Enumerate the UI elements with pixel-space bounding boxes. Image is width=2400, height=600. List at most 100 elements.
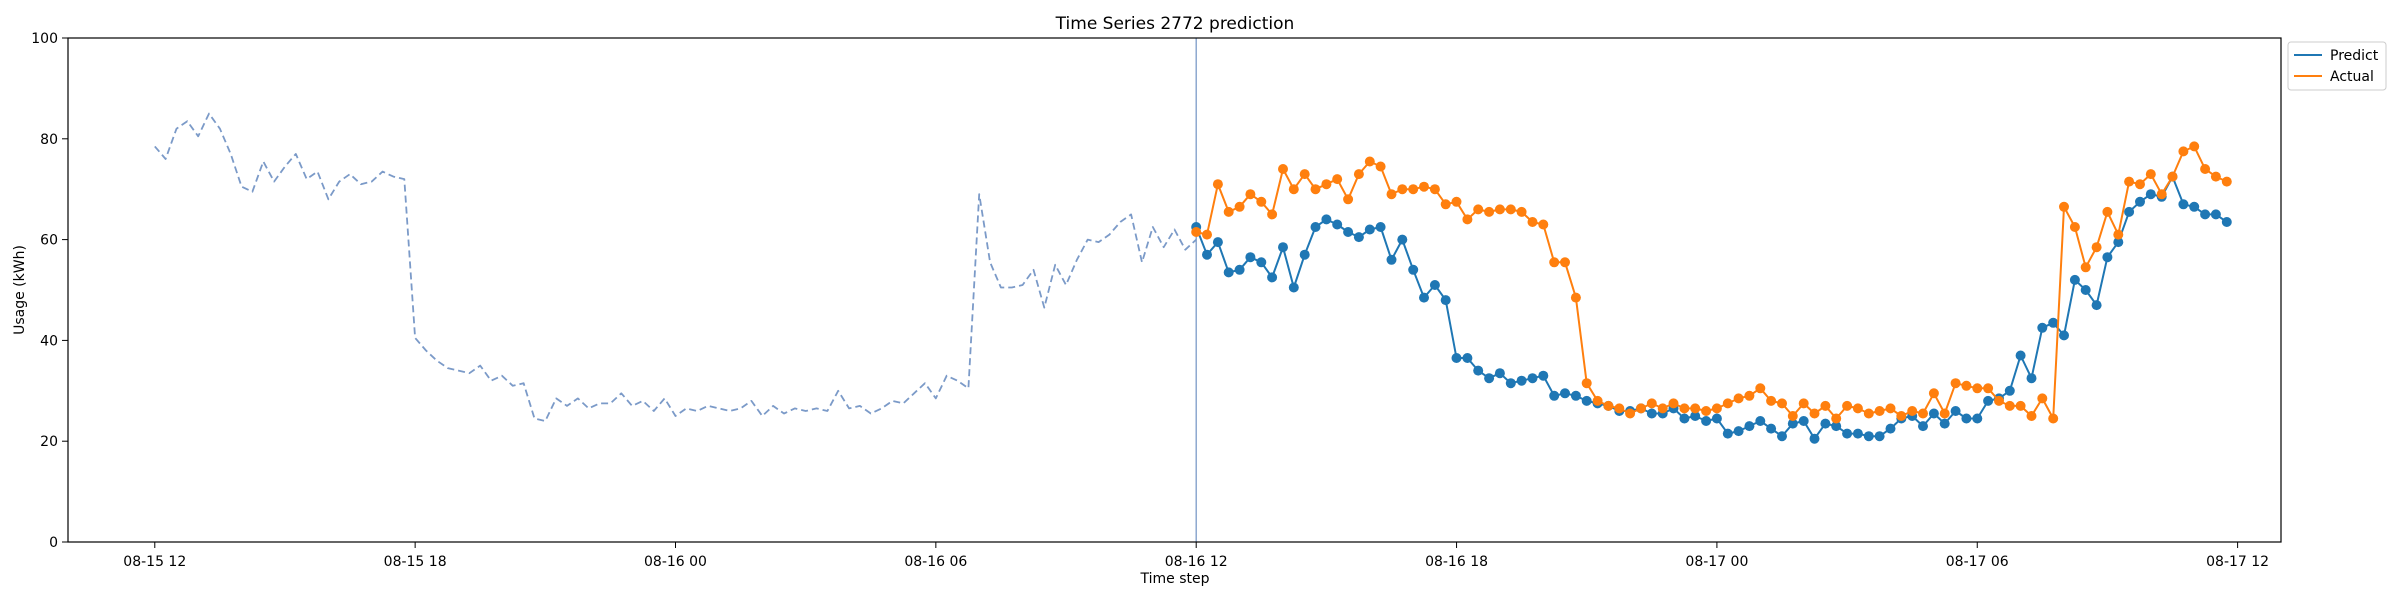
predict-point (1353, 232, 1364, 243)
actual-point (1657, 403, 1668, 414)
y-tick-label: 100 (31, 31, 58, 47)
predict-point (2037, 322, 2048, 333)
legend-predict-label: Predict (2330, 48, 2379, 64)
predict-point (1462, 353, 1473, 363)
actual-point (1386, 189, 1397, 200)
predict-point (2004, 385, 2015, 396)
actual-point (2221, 176, 2232, 187)
actual-point (2048, 413, 2059, 424)
predict-point (1852, 428, 1863, 439)
actual-point (2015, 400, 2026, 411)
actual-point (1961, 380, 1972, 391)
actual-point (1375, 161, 1386, 172)
predict-point (1722, 428, 1733, 439)
actual-point (1625, 408, 1636, 419)
predict-point (2145, 189, 2156, 200)
predict-point (1744, 421, 1755, 432)
actual-point (1451, 196, 1462, 207)
predict-point (2059, 330, 2069, 341)
actual-point (1343, 194, 1354, 205)
predict-point (1863, 431, 1874, 442)
predict-point (2124, 206, 2135, 217)
actual-point (2178, 146, 2189, 157)
actual-point (2124, 176, 2135, 187)
predict-point (1527, 373, 1538, 384)
actual-point (1332, 174, 1343, 185)
predict-point (1874, 431, 1885, 442)
predict-point (1646, 408, 1657, 419)
plot-area (154, 38, 2232, 542)
actual-point (1549, 257, 1560, 268)
actual-point (1809, 408, 1820, 419)
predict-point (1473, 365, 1484, 376)
actual-point (1733, 393, 1744, 404)
predict-point (2135, 196, 2145, 207)
actual-point (1212, 179, 1223, 190)
actual-point (1777, 398, 1787, 409)
predict-point (1408, 264, 1419, 275)
actual-point (1234, 201, 1245, 212)
predict-point (1831, 421, 1842, 432)
predict-point (1419, 292, 1429, 303)
predict-point (2210, 209, 2221, 220)
actual-point (1581, 378, 1592, 389)
actual-point (1429, 184, 1440, 195)
actual-point (1288, 184, 1299, 195)
predict-point (2200, 209, 2211, 220)
actual-point (1516, 206, 1527, 217)
actual-point (1364, 156, 1375, 167)
predict-point (2080, 285, 2091, 295)
predict-point (1581, 395, 1592, 406)
actual-point (1896, 411, 1907, 421)
predict-point (1798, 416, 1809, 426)
predict-point (1787, 418, 1798, 429)
actual-point (1842, 400, 1853, 411)
predict-point (1842, 428, 1853, 439)
chart-title: Time Series 2772 prediction (1055, 14, 1295, 34)
x-tick-label: 08-15 12 (123, 554, 186, 570)
actual-point (1299, 169, 1310, 180)
actual-point (1711, 403, 1722, 414)
predict-point (1939, 418, 1950, 429)
y-tick-label: 80 (40, 132, 58, 148)
actual-point (1440, 199, 1451, 210)
x-axis-label: Time step (1140, 571, 1210, 587)
legend: Predict Actual (2287, 41, 2387, 91)
actual-point (2102, 206, 2113, 217)
actual-point (1321, 179, 1332, 190)
predict-point (1375, 222, 1386, 232)
actual-point (1755, 383, 1766, 394)
predict-point (1766, 423, 1777, 434)
actual-point (1560, 257, 1570, 268)
history-series-line (154, 112, 1197, 422)
actual-point (1722, 398, 1733, 409)
x-tick-label: 08-16 00 (644, 554, 707, 570)
predict-point (1950, 406, 1961, 416)
actual-point (1505, 204, 1516, 215)
x-tick-label: 08-17 00 (1685, 554, 1748, 570)
actual-point (1787, 411, 1798, 421)
predict-point (1386, 254, 1397, 265)
predict-point (1809, 433, 1820, 444)
actual-point (1310, 184, 1321, 195)
y-tick-label: 0 (49, 535, 58, 551)
actual-point (1852, 403, 1863, 414)
actual-point (1820, 400, 1831, 411)
predict-point (1711, 413, 1722, 424)
predict-point (1332, 219, 1343, 230)
predict-point (1560, 388, 1570, 399)
actual-point (1538, 219, 1549, 230)
actual-point (1701, 406, 1712, 416)
predict-point (2015, 350, 2026, 361)
actual-point (1494, 204, 1505, 215)
actual-point (2080, 262, 2091, 273)
predict-point (1538, 370, 1549, 381)
actual-point (1907, 406, 1918, 416)
actual-point (1831, 413, 1842, 424)
actual-point (1408, 184, 1419, 195)
predict-point (1212, 237, 1223, 248)
actual-point (1202, 229, 1212, 240)
actual-point (1972, 383, 1983, 394)
y-axis: 0 20 40 60 80 100 (31, 31, 68, 551)
x-tick-label: 08-16 06 (904, 554, 967, 570)
